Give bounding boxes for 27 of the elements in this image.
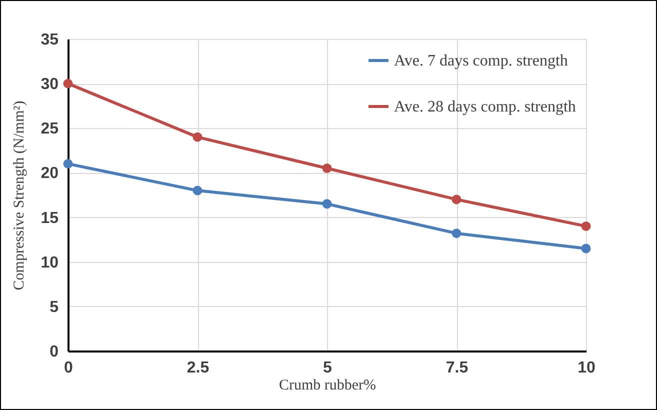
y-tick-label: 10 bbox=[40, 254, 59, 272]
point bbox=[581, 221, 591, 231]
y-tick-label: 0 bbox=[50, 344, 59, 360]
point bbox=[452, 194, 462, 204]
y-tick-label: 20 bbox=[40, 165, 59, 182]
point bbox=[581, 244, 591, 254]
point bbox=[63, 159, 73, 169]
point bbox=[192, 186, 202, 196]
y-tick-label: 25 bbox=[40, 120, 59, 138]
legend-label: Ave. 28 days comp. strength bbox=[394, 98, 576, 116]
y-tick-label: 5 bbox=[50, 298, 59, 316]
x-tick-label: 2.5 bbox=[186, 360, 210, 376]
point bbox=[322, 164, 332, 173]
y-axis-title: Compressive Strength (N/mm²) bbox=[12, 100, 28, 290]
x-tick-label: 7.5 bbox=[446, 360, 468, 376]
y-tick-label: 15 bbox=[40, 210, 59, 227]
point bbox=[192, 132, 202, 142]
y-tick-label: 35 bbox=[40, 32, 59, 48]
point bbox=[63, 78, 73, 88]
x-tick-label: 5 bbox=[323, 360, 332, 376]
y-tick-label: 30 bbox=[40, 76, 59, 94]
point bbox=[322, 199, 332, 209]
x-tick-label: 0 bbox=[64, 360, 74, 376]
point bbox=[452, 228, 462, 238]
x-axis-title: Crumb rubber% bbox=[278, 378, 376, 394]
x-tick-label: 10 bbox=[578, 360, 596, 376]
legend-label: Ave. 7 days comp. strength bbox=[394, 52, 568, 70]
